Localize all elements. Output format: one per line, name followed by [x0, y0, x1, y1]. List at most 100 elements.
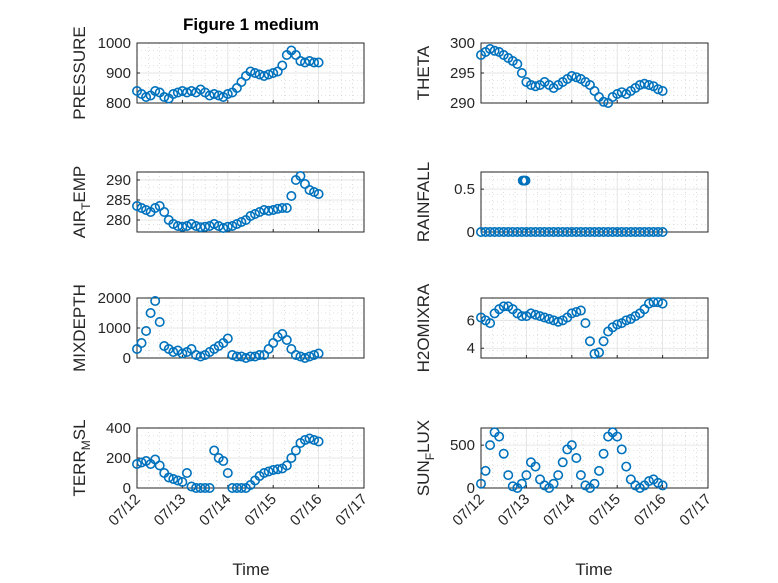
- data-point: [571, 306, 582, 317]
- data-point: [231, 351, 242, 362]
- data-point: [621, 461, 632, 472]
- data-point: [168, 89, 179, 100]
- data-point: [653, 297, 664, 308]
- data-point: [580, 318, 591, 329]
- data-point: [648, 297, 659, 308]
- subplot-h2omixra: 4 6 H2OMIXRA: [414, 283, 709, 372]
- data-point: [525, 308, 536, 319]
- data-point: [227, 221, 238, 232]
- y-tick-label: 300: [450, 35, 475, 52]
- data-point: [520, 175, 531, 186]
- data-point: [209, 445, 220, 456]
- data-point: [530, 461, 541, 472]
- data-point: [584, 336, 595, 347]
- data-point: [286, 452, 297, 463]
- x-axis-label-right: Time: [575, 560, 612, 579]
- figure-title: Figure 1 medium: [183, 15, 319, 34]
- data-point: [530, 81, 541, 92]
- data-point: [657, 298, 668, 309]
- x-axis-label-left: Time: [232, 560, 269, 579]
- x-tick-label: 07/15: [241, 491, 280, 530]
- data-point: [657, 227, 668, 238]
- data-point: [475, 478, 486, 489]
- data-point: [489, 45, 500, 56]
- data-point: [598, 96, 609, 107]
- data-point: [168, 346, 179, 357]
- data-point: [245, 66, 256, 77]
- data-point: [177, 348, 188, 359]
- axes-layer: 800 900 1000 PRESSURE 290 295 300 THETA 280 285 29…: [70, 26, 715, 529]
- x-tick-label: 07/17: [332, 491, 371, 530]
- data-point: [250, 68, 261, 79]
- data-point: [136, 337, 147, 348]
- data-point: [313, 436, 324, 447]
- y-axis-label: RAINFALL: [414, 162, 433, 242]
- data-point: [304, 185, 315, 196]
- y-axis-label: THETA: [414, 45, 433, 100]
- data-point: [313, 189, 324, 200]
- data-point: [612, 431, 623, 442]
- data-point: [304, 55, 315, 66]
- data-point: [566, 71, 577, 82]
- data-point: [290, 445, 301, 456]
- data-point: [498, 301, 509, 312]
- y-tick-label: 4: [467, 340, 475, 357]
- data-point: [245, 351, 256, 362]
- data-point: [141, 92, 152, 103]
- subplot-pressure: 800 900 1000 PRESSURE: [70, 26, 365, 120]
- data-point: [516, 311, 527, 322]
- data-point: [643, 476, 654, 487]
- data-point: [159, 207, 170, 218]
- x-tick-label: 07/14: [540, 491, 579, 530]
- y-axis-label: SUNFLUX: [414, 420, 437, 496]
- data-point: [598, 448, 609, 459]
- subplot-theta: 290 295 300 THETA: [414, 35, 709, 112]
- data-point: [263, 205, 274, 216]
- data-point: [263, 69, 274, 80]
- subplot-mixdepth: 0 1000 2000 MIXDEPTH: [70, 284, 365, 372]
- y-tick-label: 0: [123, 480, 131, 497]
- data-point: [480, 465, 491, 476]
- data-point: [136, 203, 147, 214]
- data-point: [200, 482, 211, 493]
- data-point: [304, 351, 315, 362]
- data-point: [309, 434, 320, 445]
- data-point: [195, 351, 206, 362]
- data-point: [132, 458, 143, 469]
- data-point: [254, 349, 265, 360]
- x-tick-label: 07/17: [676, 491, 715, 530]
- data-point: [557, 457, 568, 468]
- data-point: [268, 464, 279, 475]
- data-point: [575, 305, 586, 316]
- data-point: [209, 89, 220, 100]
- x-tick-label: 07/16: [631, 491, 670, 530]
- data-point: [309, 187, 320, 198]
- data-point: [295, 171, 306, 182]
- data-point: [222, 221, 233, 232]
- y-tick-label: 0: [123, 350, 131, 367]
- y-tick-label: 400: [106, 420, 131, 437]
- data-point: [313, 57, 324, 68]
- data-point: [236, 217, 247, 228]
- y-tick-label: 500: [450, 437, 475, 454]
- data-point: [539, 312, 550, 323]
- y-tick-label: 800: [106, 95, 131, 112]
- data-point: [589, 478, 600, 489]
- y-tick-label: 280: [106, 212, 131, 229]
- y-tick-label: 0: [467, 480, 475, 497]
- subplot-rainfall: 0 0.5 RAINFALL: [414, 162, 709, 242]
- data-point: [168, 473, 179, 484]
- data-point: [544, 313, 555, 324]
- y-tick-label: 6: [467, 312, 475, 329]
- data-point: [200, 221, 211, 232]
- data-point: [159, 92, 170, 103]
- data-point: [589, 348, 600, 359]
- y-tick-label: 290: [106, 172, 131, 189]
- data-point: [485, 43, 496, 54]
- data-point: [268, 68, 279, 79]
- data-point: [653, 227, 664, 238]
- y-tick-label: 295: [450, 65, 475, 82]
- data-point: [277, 60, 288, 71]
